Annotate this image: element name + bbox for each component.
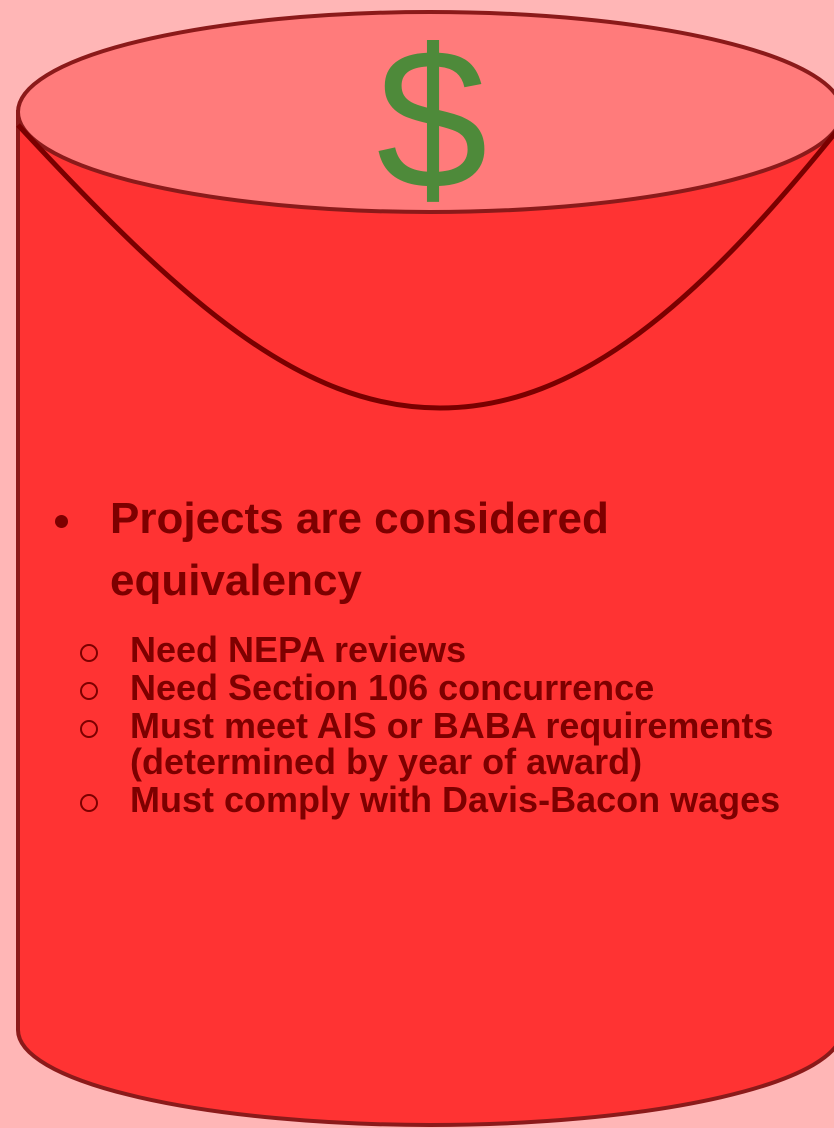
sub-item: Must meet AIS or BABA requirements (dete… <box>80 705 820 782</box>
sub-item-text: Need NEPA reviews <box>130 629 467 670</box>
sub-item: Must comply with Davis-Bacon wages <box>80 779 820 820</box>
cylinder-body <box>16 110 834 1127</box>
sub-marker <box>80 644 98 662</box>
sub-item-text: Must meet AIS or BABA requirements (dete… <box>130 705 774 782</box>
sub-item: Need Section 106 concurrence <box>80 667 820 708</box>
dollar-sign: $ <box>376 8 487 231</box>
sub-marker <box>80 682 98 700</box>
bullet-marker <box>55 515 68 528</box>
sub-item-text: Need Section 106 concurrence <box>130 667 655 708</box>
bullet-text: Projects are considered equivalency <box>110 494 609 605</box>
sub-item: Need NEPA reviews <box>80 629 820 670</box>
inner-curve <box>16 123 834 411</box>
sub-item-text: Must comply with Davis-Bacon wages <box>130 779 781 820</box>
sub-marker <box>80 794 98 812</box>
sub-list: Need NEPA reviews Need Section 106 concur… <box>80 629 820 820</box>
cylinder-top <box>16 10 834 214</box>
sub-marker <box>80 720 98 738</box>
